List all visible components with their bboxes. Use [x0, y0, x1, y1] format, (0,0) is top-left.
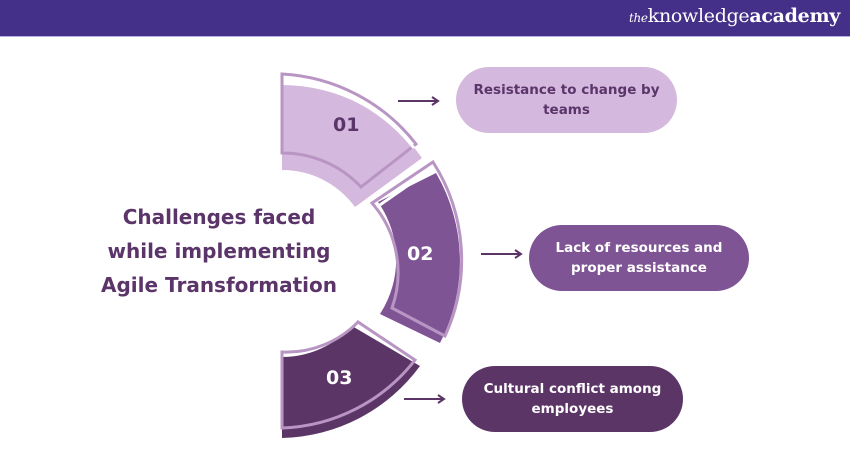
challenge-card-03: Cultural conflict among employees: [462, 366, 683, 432]
challenge-02-line-1: Lack of resources and: [555, 240, 723, 256]
segment-02-number: 02: [407, 243, 434, 265]
challenge-02-line-2: proper assistance: [571, 260, 707, 276]
header-bar: theknowledgeacademy: [0, 0, 850, 37]
title-line-3: Agile Transformation: [100, 273, 337, 297]
segment-03-shape: [280, 315, 420, 438]
challenge-01-line-2: teams: [543, 102, 590, 118]
challenge-03-line-1: Cultural conflict among: [483, 381, 662, 397]
logo-main: knowledge: [647, 5, 750, 27]
segment-02-shape: [369, 159, 464, 343]
segment-03-number: 03: [326, 367, 353, 389]
right-arrow-icon: [404, 394, 446, 404]
challenge-01-line-1: Resistance to change by: [473, 82, 660, 98]
right-arrow-icon: [481, 249, 523, 259]
segment-01-number: 01: [333, 114, 360, 136]
diagram-title: Challenges faced while implementing Agil…: [88, 200, 350, 302]
brand-logo[interactable]: theknowledgeacademy: [629, 5, 840, 27]
logo-suffix: academy: [749, 5, 840, 27]
logo-prefix: the: [628, 11, 648, 25]
challenge-card-02: Lack of resources and proper assistance: [529, 225, 749, 291]
segment-01-shape: [280, 72, 422, 207]
challenge-03-line-2: employees: [531, 401, 614, 417]
title-line-2: while implementing: [107, 239, 331, 263]
challenge-card-01: Resistance to change by teams: [456, 67, 677, 133]
right-arrow-icon: [398, 96, 440, 106]
title-line-1: Challenges faced: [122, 205, 316, 229]
